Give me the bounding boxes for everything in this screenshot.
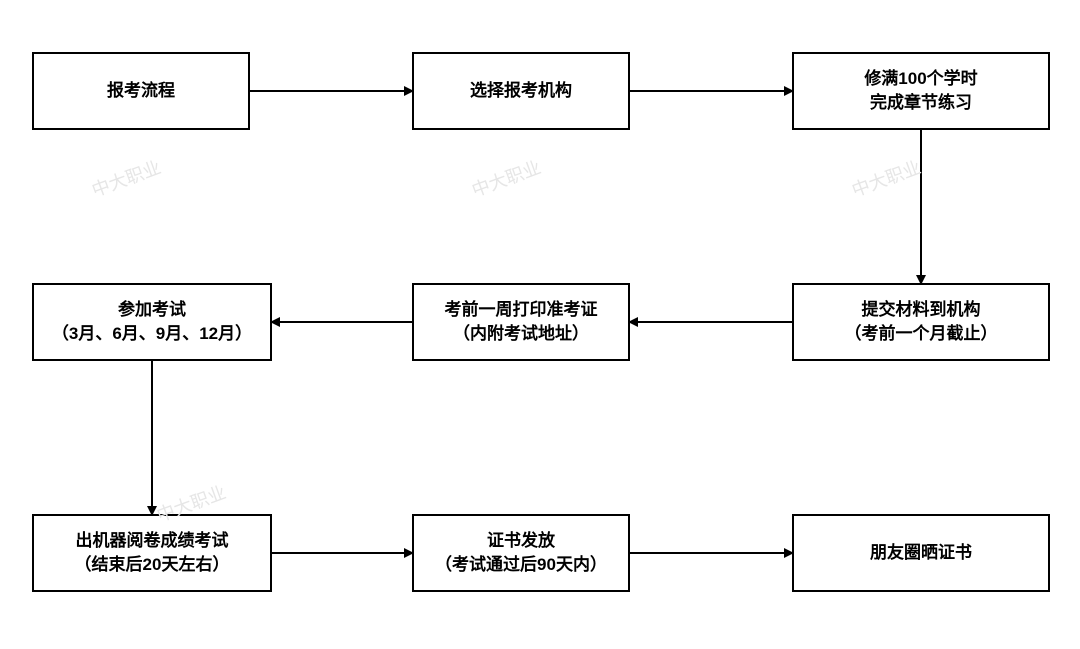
flow-node-text: 报考流程 [107,79,175,103]
flow-node-text: （考前一个月截止） [845,322,998,346]
flow-node-text: （内附考试地址） [453,322,589,346]
flow-node-text: （考试通过后90天内） [435,553,607,577]
flow-node-text: 参加考试 [118,298,186,322]
flow-node-n9: 朋友圈晒证书 [792,514,1050,592]
flow-node-n1: 报考流程 [32,52,250,130]
flow-node-n6: 参加考试（3月、6月、9月、12月） [32,283,272,361]
flow-node-text: 考前一周打印准考证 [445,298,598,322]
flow-node-n3: 修满100个学时完成章节练习 [792,52,1050,130]
flow-node-text: （结束后20天左右） [75,553,230,577]
watermark-text: 中大职业 [468,153,545,202]
flow-node-text: 证书发放 [487,529,555,553]
flow-node-text: （3月、6月、9月、12月） [52,322,252,346]
flow-node-text: 选择报考机构 [470,79,572,103]
flow-node-n8: 证书发放（考试通过后90天内） [412,514,630,592]
watermark-text: 中大职业 [848,153,925,202]
flow-node-text: 提交材料到机构 [862,298,981,322]
flow-node-text: 修满100个学时 [864,67,977,91]
flow-node-n4: 提交材料到机构（考前一个月截止） [792,283,1050,361]
flow-node-text: 出机器阅卷成绩考试 [76,529,229,553]
flow-node-text: 完成章节练习 [870,91,972,115]
flow-node-n7: 出机器阅卷成绩考试（结束后20天左右） [32,514,272,592]
flowchart-canvas: 报考流程选择报考机构修满100个学时完成章节练习提交材料到机构（考前一个月截止）… [0,0,1080,649]
flow-node-text: 朋友圈晒证书 [870,541,972,565]
flow-node-n5: 考前一周打印准考证（内附考试地址） [412,283,630,361]
flow-node-n2: 选择报考机构 [412,52,630,130]
watermark-text: 中大职业 [88,153,165,202]
